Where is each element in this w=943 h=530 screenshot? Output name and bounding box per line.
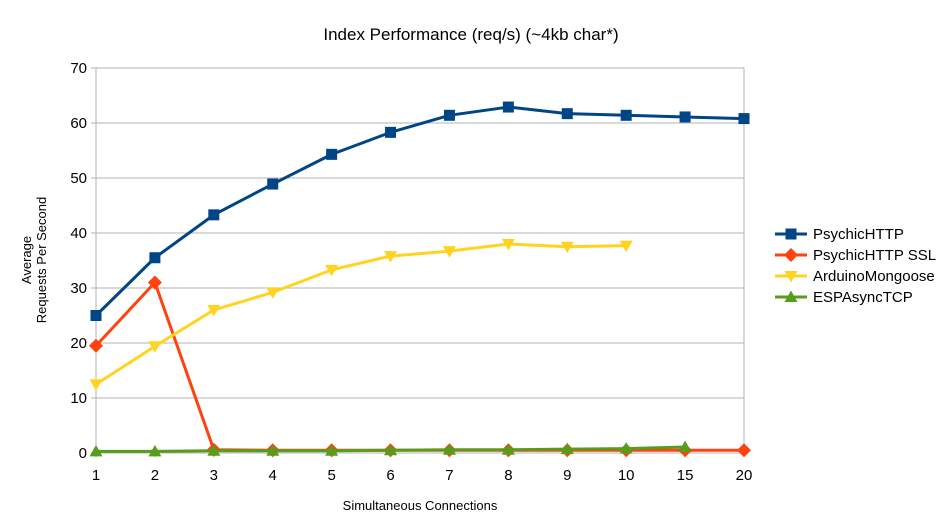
- data-point-marker: [89, 379, 103, 391]
- data-point-marker: [619, 240, 633, 253]
- y-tick-label: 40: [70, 225, 87, 242]
- series-espasynctcp: [89, 440, 692, 457]
- x-tick-label: 1: [92, 467, 100, 484]
- legend-swatch-marker: [784, 290, 798, 302]
- x-tick-label: 8: [504, 467, 512, 484]
- x-tick-label: 15: [677, 467, 694, 484]
- data-point-marker: [619, 442, 633, 454]
- series-line: [94, 105, 746, 317]
- data-point-marker: [267, 178, 279, 190]
- y-tick-label: 0: [79, 445, 87, 462]
- data-point-marker: [738, 113, 750, 125]
- series-arduinomongoose: [89, 239, 633, 391]
- legend-item-arduinomongoose: ArduinoMongoose: [775, 268, 935, 285]
- series-psychichttp-ssl: [89, 275, 751, 458]
- data-point-marker: [207, 444, 221, 456]
- data-point-marker: [384, 443, 398, 456]
- legend-swatch-marker: [784, 248, 798, 262]
- data-point-marker: [266, 444, 280, 456]
- data-point-marker: [679, 111, 691, 123]
- data-point-marker: [89, 444, 103, 457]
- y-tick-label: 50: [70, 170, 87, 187]
- data-point-marker: [208, 209, 220, 221]
- legend-item-psychichttp: PsychicHTTP: [775, 226, 904, 243]
- data-point-marker: [89, 338, 103, 353]
- legend-swatch-marker: [784, 271, 798, 283]
- data-point-marker: [266, 287, 280, 299]
- data-point-marker: [502, 101, 514, 113]
- x-tick-label: 5: [327, 467, 335, 484]
- legend-item-label: PsychicHTTP SSL: [813, 247, 936, 264]
- chart-title: Index Performance (req/s) (~4kb char*): [323, 25, 618, 44]
- data-point-marker: [90, 310, 102, 321]
- data-point-marker: [560, 241, 574, 254]
- data-point-marker: [149, 252, 161, 264]
- data-point-marker: [620, 109, 632, 121]
- y-tick-label: 70: [70, 60, 87, 77]
- data-point-marker: [678, 440, 692, 452]
- data-point-marker: [561, 108, 573, 120]
- series-line: [94, 242, 628, 386]
- x-tick-label: 9: [563, 467, 571, 484]
- series-line: [94, 281, 746, 452]
- legend-item-label: ESPAsyncTCP: [813, 289, 913, 306]
- data-point-marker: [442, 246, 456, 258]
- y-tick-label: 60: [70, 115, 87, 132]
- data-point-marker: [385, 126, 397, 138]
- legend-item-label: PsychicHTTP: [813, 226, 904, 243]
- data-point-marker: [737, 443, 751, 458]
- legend-item-espasynctcp: ESPAsyncTCP: [775, 289, 913, 306]
- legend-item-label: ArduinoMongoose: [813, 268, 935, 285]
- y-tick-label: 30: [70, 280, 87, 297]
- data-point-marker: [148, 341, 162, 353]
- data-point-marker: [501, 239, 515, 251]
- data-point-marker: [326, 148, 338, 160]
- data-point-marker: [207, 305, 221, 317]
- x-tick-label: 10: [618, 467, 635, 484]
- legend-item-psychichttp-ssl: PsychicHTTP SSL: [775, 247, 936, 264]
- data-point-marker: [443, 109, 455, 121]
- x-axis-title: Simultaneous Connections: [343, 498, 498, 513]
- data-point-marker: [148, 444, 162, 457]
- data-point-marker: [442, 443, 456, 455]
- series-psychichttp: [90, 101, 750, 321]
- y-axis-title-line1: Average: [19, 236, 34, 284]
- data-point-marker: [560, 442, 574, 455]
- legend-swatch-marker: [785, 228, 797, 240]
- data-point-marker: [501, 443, 515, 455]
- data-point-marker: [325, 264, 339, 277]
- y-axis-title-line2: Requests Per Second: [34, 197, 49, 323]
- y-tick-label: 10: [70, 390, 87, 407]
- legend: PsychicHTTP PsychicHTTP SSL ArduinoMongoos…: [775, 226, 936, 306]
- plot-area: 0 10 20 30 40 50 60 70 1 2 3 4 5 6 7 8 9 10 15 20: [70, 60, 752, 484]
- x-tick-label: 20: [736, 467, 753, 484]
- plot-border: [95, 67, 745, 454]
- data-point-marker: [147, 275, 162, 290]
- x-tick-label: 6: [386, 467, 394, 484]
- x-tick-label: 4: [269, 467, 277, 484]
- x-tick-label: 3: [210, 467, 218, 484]
- x-tick-label: 7: [445, 467, 453, 484]
- x-tick-label: 2: [151, 467, 159, 484]
- data-point-marker: [325, 444, 339, 456]
- data-point-marker: [384, 251, 398, 263]
- y-tick-label: 20: [70, 335, 87, 352]
